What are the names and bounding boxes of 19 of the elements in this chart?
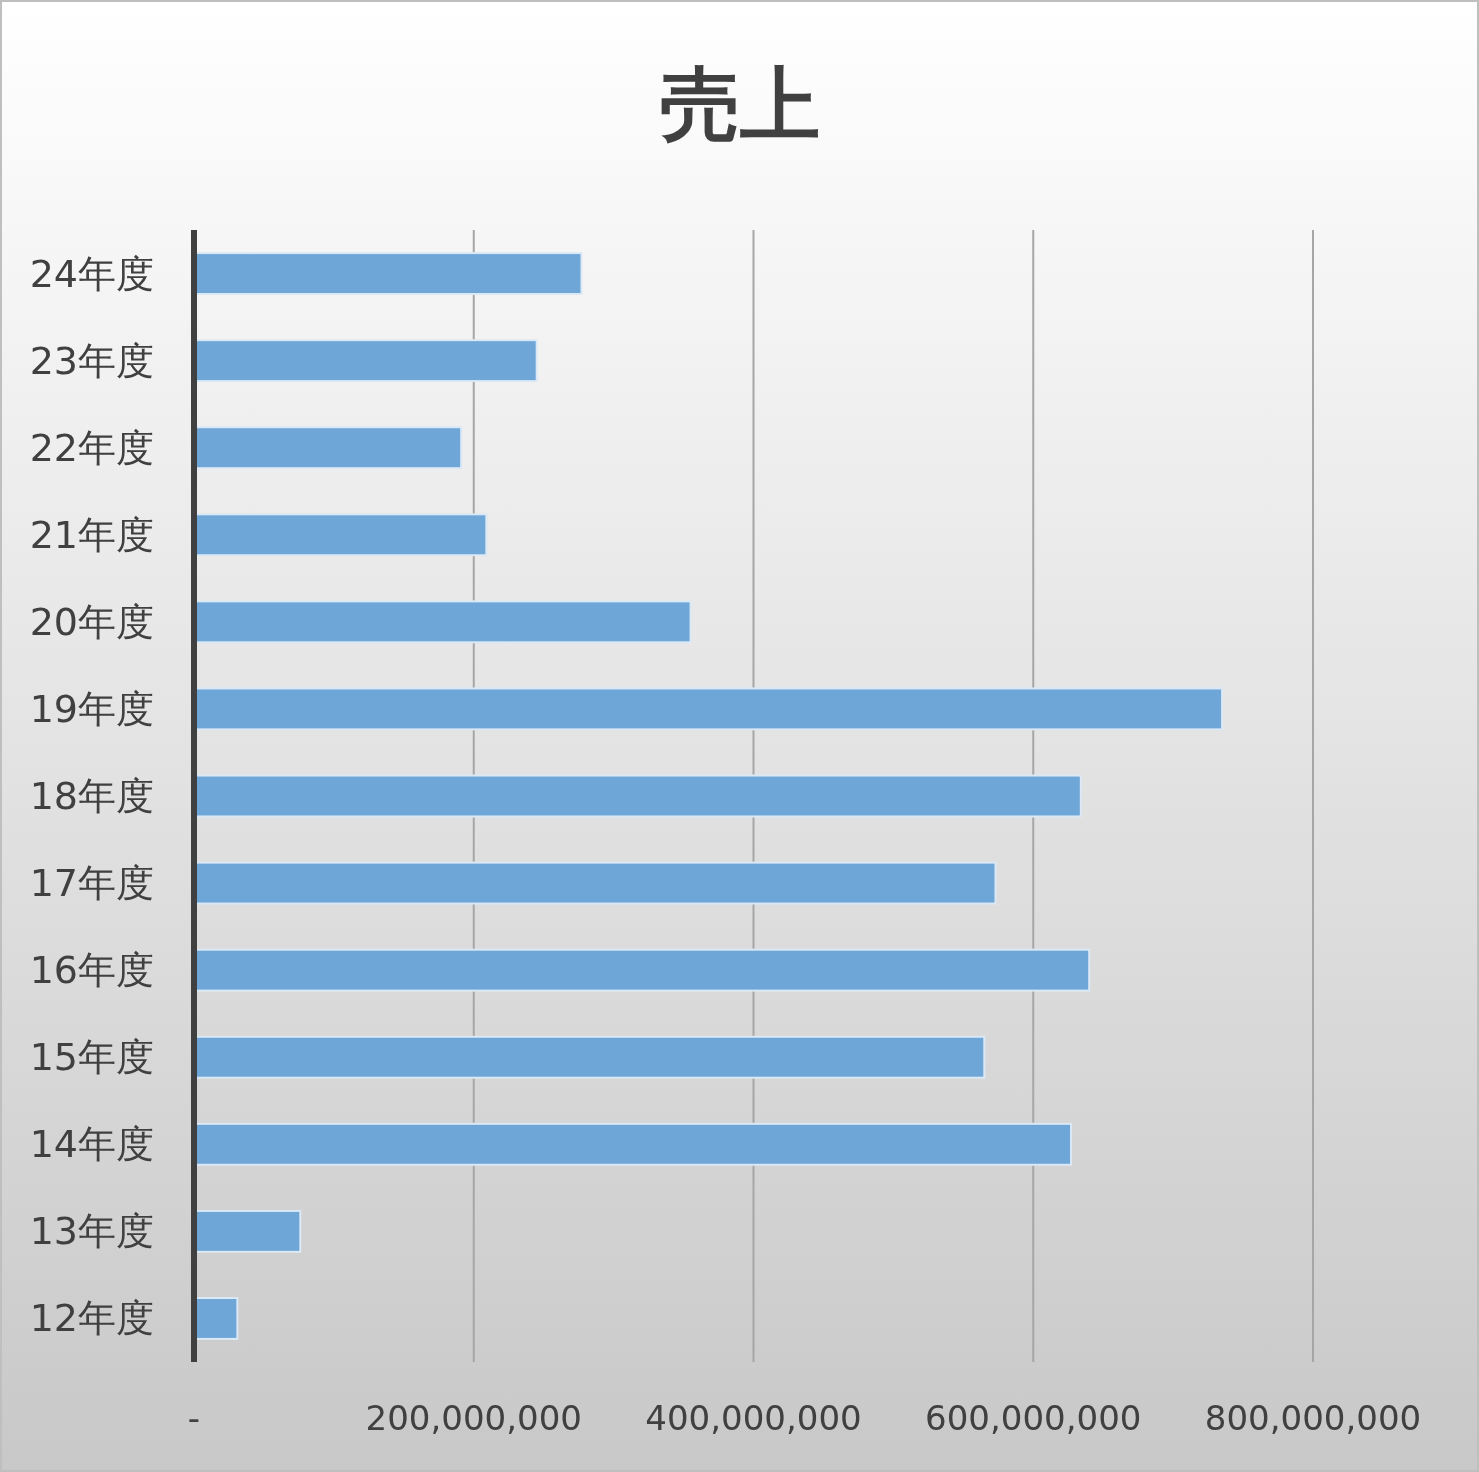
y-tick-label: 23年度 xyxy=(29,338,154,383)
x-tick-label: 400,000,000 xyxy=(645,1398,862,1438)
y-tick-label: 20年度 xyxy=(29,599,154,644)
x-tick-label: - xyxy=(187,1398,201,1438)
y-tick-label: 24年度 xyxy=(29,251,154,296)
y-tick-label: 15年度 xyxy=(29,1035,154,1080)
y-tick-label: 19年度 xyxy=(29,686,154,731)
x-tick-label: 200,000,000 xyxy=(365,1398,582,1438)
y-tick-label: 16年度 xyxy=(29,948,154,993)
y-tick-label: 14年度 xyxy=(29,1122,154,1167)
chart-title: 売上 xyxy=(659,58,820,151)
y-tick-label: 18年度 xyxy=(29,774,154,818)
y-tick-label: 17年度 xyxy=(29,861,154,906)
y-tick-label: 13年度 xyxy=(29,1209,154,1254)
y-tick-label: 22年度 xyxy=(29,425,154,470)
y-tick-label: 21年度 xyxy=(29,512,154,557)
x-tick-label: 600,000,000 xyxy=(925,1398,1142,1438)
x-tick-label: 800,000,000 xyxy=(1204,1398,1422,1438)
y-tick-label: 12年度 xyxy=(29,1296,154,1341)
